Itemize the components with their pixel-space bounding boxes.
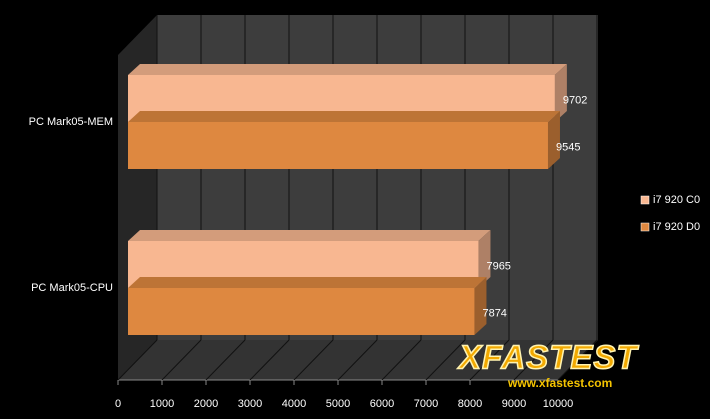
- x-tick-label: 7000: [414, 398, 438, 410]
- bar: [128, 288, 475, 335]
- x-tick-label: 0: [115, 398, 121, 410]
- bar-side: [554, 64, 567, 122]
- x-tick-label: 5000: [326, 398, 350, 410]
- floor-grid-line: [381, 339, 422, 381]
- legend-swatch: [640, 195, 650, 205]
- bar-side: [474, 277, 487, 335]
- labels: 0 1000 2000 3000 4000 5000 6000 7000 8000 9000 100…: [29, 94, 700, 410]
- x-tick-label: 1000: [150, 398, 174, 410]
- x-tick-label: 8000: [458, 398, 482, 410]
- floor-grid-line: [513, 339, 554, 381]
- x-tick-label: 9000: [502, 398, 526, 410]
- value-label: 9545: [556, 141, 580, 153]
- watermark-logo: XFASTEST: [457, 339, 639, 376]
- x-tick-label: 2000: [194, 398, 218, 410]
- floor-grid-line: [337, 339, 378, 381]
- legend-label: i7 920 C0: [653, 194, 700, 206]
- bar-side: [478, 230, 491, 288]
- value-label: 7874: [482, 307, 506, 319]
- legend-swatch: [640, 222, 650, 232]
- bar-side: [547, 111, 560, 169]
- bar-top: [128, 277, 487, 288]
- x-tick-label: 3000: [238, 398, 262, 410]
- category-label: PC Mark05-CPU: [31, 282, 113, 294]
- floor-grid-line: [425, 339, 466, 381]
- floor-grid-line: [249, 339, 290, 381]
- floor-grid-line: [557, 339, 598, 381]
- x-tick-label: 6000: [370, 398, 394, 410]
- value-label: 7965: [486, 260, 510, 272]
- x-tick-label: 4000: [282, 398, 306, 410]
- x-tick-label: 10000: [543, 398, 574, 410]
- bar-top: [128, 230, 491, 241]
- floor-grid-line: [293, 339, 334, 381]
- floor-grid-line: [469, 339, 510, 381]
- category-label: PC Mark05-MEM: [29, 116, 113, 128]
- floor-grid-line: [205, 339, 246, 381]
- floor-grid-line: [161, 339, 202, 381]
- bar-top: [128, 64, 567, 75]
- floor-grid-line: [117, 339, 158, 381]
- bar-top: [128, 111, 560, 122]
- value-label: 9702: [563, 94, 587, 106]
- bar: [128, 122, 548, 169]
- bars: [128, 64, 567, 335]
- legend-label: i7 920 D0: [653, 221, 700, 233]
- watermark-url: www.xfastest.com: [507, 376, 612, 390]
